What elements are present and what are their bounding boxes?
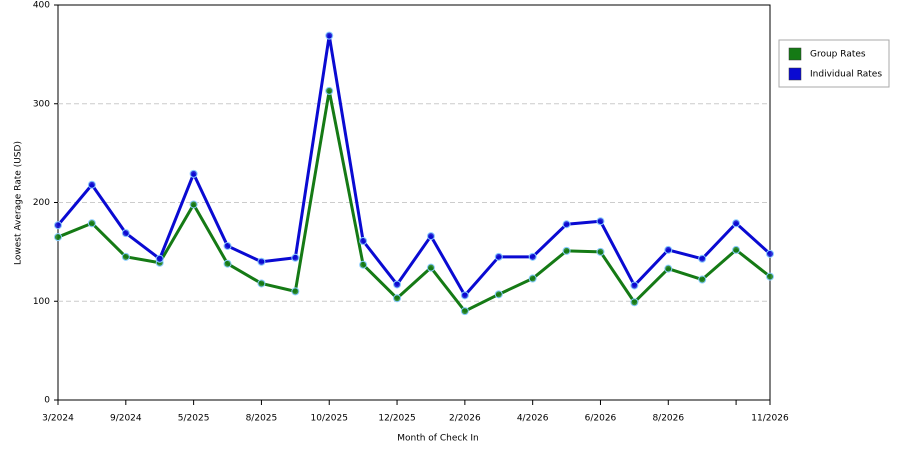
data-point [460, 291, 469, 300]
data-point [54, 233, 62, 242]
y-tick-label: 400 [33, 1, 50, 11]
x-tick-label: 8/2026 [652, 414, 684, 424]
data-point [562, 246, 571, 255]
data-point [189, 169, 198, 178]
data-point [426, 263, 435, 272]
data-point [494, 252, 503, 261]
data-point [732, 219, 741, 228]
legend-label: Individual Rates [810, 70, 882, 80]
y-axis-label: Lowest Average Rate (USD) [14, 141, 24, 265]
data-point [562, 220, 571, 229]
data-point [528, 252, 537, 261]
data-point [87, 180, 96, 189]
data-point [121, 229, 130, 238]
legend-label: Group Rates [810, 50, 866, 60]
x-tick-label: 4/2026 [517, 414, 549, 424]
x-tick-label: 3/2024 [42, 414, 74, 424]
x-tick-label: 6/2026 [585, 414, 617, 424]
data-point [325, 86, 334, 95]
data-point [359, 237, 368, 246]
data-point [189, 200, 198, 209]
data-point [766, 272, 774, 281]
data-point [223, 259, 232, 268]
x-tick-label: 2/2026 [449, 414, 481, 424]
series-line [56, 34, 772, 297]
data-point [426, 232, 435, 241]
data-point [698, 275, 707, 284]
x-tick-label: 8/2025 [246, 414, 278, 424]
x-tick-label: 12/2025 [378, 414, 415, 424]
data-point [732, 245, 741, 254]
legend-swatch [788, 47, 802, 61]
data-point [54, 221, 62, 230]
legend-swatch [788, 67, 802, 81]
y-tick-label: 300 [33, 99, 50, 109]
x-tick-label: 11/2026 [751, 414, 789, 424]
y-tick-label: 0 [44, 396, 50, 406]
data-point [223, 241, 232, 250]
data-point [257, 279, 266, 288]
y-tick-label: 100 [33, 297, 50, 307]
data-point [460, 307, 469, 316]
data-point [291, 253, 300, 262]
data-point [630, 281, 639, 290]
x-tick-label: 10/2025 [311, 414, 348, 424]
data-point [325, 31, 334, 40]
data-point [766, 249, 774, 258]
data-point [664, 264, 673, 273]
data-point [664, 245, 673, 254]
data-point [121, 252, 130, 261]
data-point [393, 280, 402, 289]
x-axis-label: Month of Check In [397, 434, 479, 444]
y-tick-label: 200 [33, 198, 50, 208]
data-point [596, 247, 605, 256]
data-point [630, 298, 639, 307]
data-point [155, 254, 164, 263]
data-point [291, 287, 300, 296]
data-point [393, 294, 402, 303]
data-point [528, 274, 537, 283]
data-point [596, 217, 605, 226]
data-point [87, 219, 96, 228]
data-point [698, 254, 707, 263]
x-tick-label: 9/2024 [110, 414, 142, 424]
data-point [257, 257, 266, 266]
data-point [494, 290, 503, 299]
data-point [359, 260, 368, 269]
x-tick-label: 5/2025 [178, 414, 210, 424]
series-line [57, 89, 771, 313]
